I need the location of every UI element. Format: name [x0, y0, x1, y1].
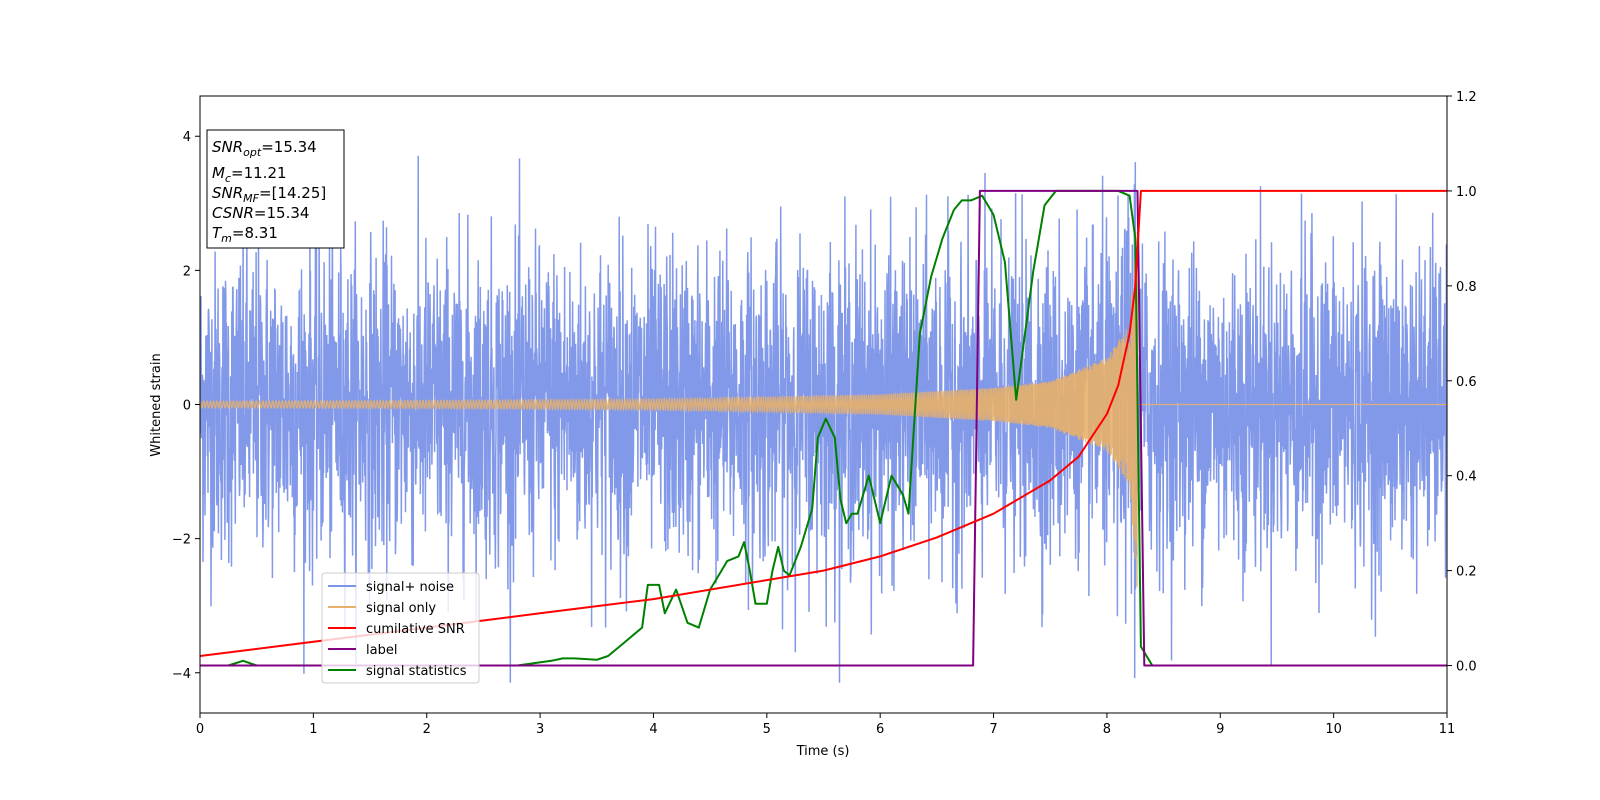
info-csnr: CSNR=15.34	[212, 204, 309, 222]
x-tick-label: 6	[876, 722, 884, 737]
y-left-tick-label: −2	[172, 533, 191, 548]
x-tick-label: 7	[989, 722, 997, 737]
info-mc: Mc=11.21	[212, 164, 287, 185]
x-tick-label: 10	[1325, 722, 1342, 737]
info-snr-mf: SNRMF=[14.25]	[212, 184, 326, 205]
x-axis-label: Time (s)	[796, 744, 850, 759]
x-tick-label: 11	[1439, 722, 1456, 737]
series-signal-only	[200, 231, 1447, 587]
legend-items: signal+ noise signal only cumilative SNR la…	[328, 580, 467, 679]
x-tick-label: 8	[1103, 722, 1111, 737]
x-tick-label: 5	[763, 722, 771, 737]
x-tick-label: 4	[649, 722, 657, 737]
x-tick-label: 3	[536, 722, 544, 737]
y-axis-left: 4 2 0 −2 −4	[172, 130, 200, 682]
legend: signal+ noise signal only cumilative SNR la…	[321, 572, 480, 684]
x-tick-label: 9	[1216, 722, 1224, 737]
series-label	[200, 189, 1447, 667]
legend-label-signal-only: signal only	[366, 601, 436, 616]
y-left-tick-label: 0	[183, 399, 191, 414]
info-tm: Tm=8.31	[212, 224, 278, 245]
y-right-tick-label: 0.6	[1456, 375, 1477, 390]
x-axis: 0 1 2 3 4 5 6 7 8 9 10 11	[196, 713, 1455, 737]
y-right-tick-label: 1.2	[1456, 90, 1477, 105]
legend-label-label: label	[366, 643, 397, 658]
legend-frame	[321, 572, 480, 684]
y-right-tick-label: 0.0	[1456, 660, 1477, 675]
y-right-tick-label: 0.2	[1456, 565, 1477, 580]
y-right-tick-label: 0.8	[1456, 280, 1477, 295]
y-axis-left-label: Whitened strain	[149, 353, 164, 456]
y-right-tick-label: 0.4	[1456, 470, 1477, 485]
series-signal-noise	[200, 155, 1447, 683]
series-signal-statistics	[200, 189, 1447, 667]
series-cumulative-snr	[200, 189, 1447, 657]
x-tick-label: 0	[196, 722, 204, 737]
y-left-tick-label: 2	[183, 264, 191, 279]
y-left-tick-label: −4	[172, 667, 191, 682]
x-tick-label: 2	[423, 722, 431, 737]
y-axis-right: 1.2 1.0 0.8 0.6 0.4 0.2 0.0	[1447, 90, 1477, 675]
legend-label-signal-statistics: signal statistics	[366, 664, 467, 679]
y-right-tick-label: 1.0	[1456, 185, 1477, 200]
series-layer	[200, 155, 1447, 683]
legend-label-cumilative-snr: cumilative SNR	[366, 622, 465, 637]
info-box-frame	[206, 129, 345, 249]
legend-label-signal-noise: signal+ noise	[366, 580, 454, 595]
x-tick-label: 1	[309, 722, 317, 737]
info-snr-opt: SNRopt=15.34	[212, 138, 317, 159]
info-box: SNRopt=15.34 Mc=11.21 SNRMF=[14.25] CSNR…	[206, 129, 345, 249]
y-left-tick-label: 4	[183, 130, 191, 145]
